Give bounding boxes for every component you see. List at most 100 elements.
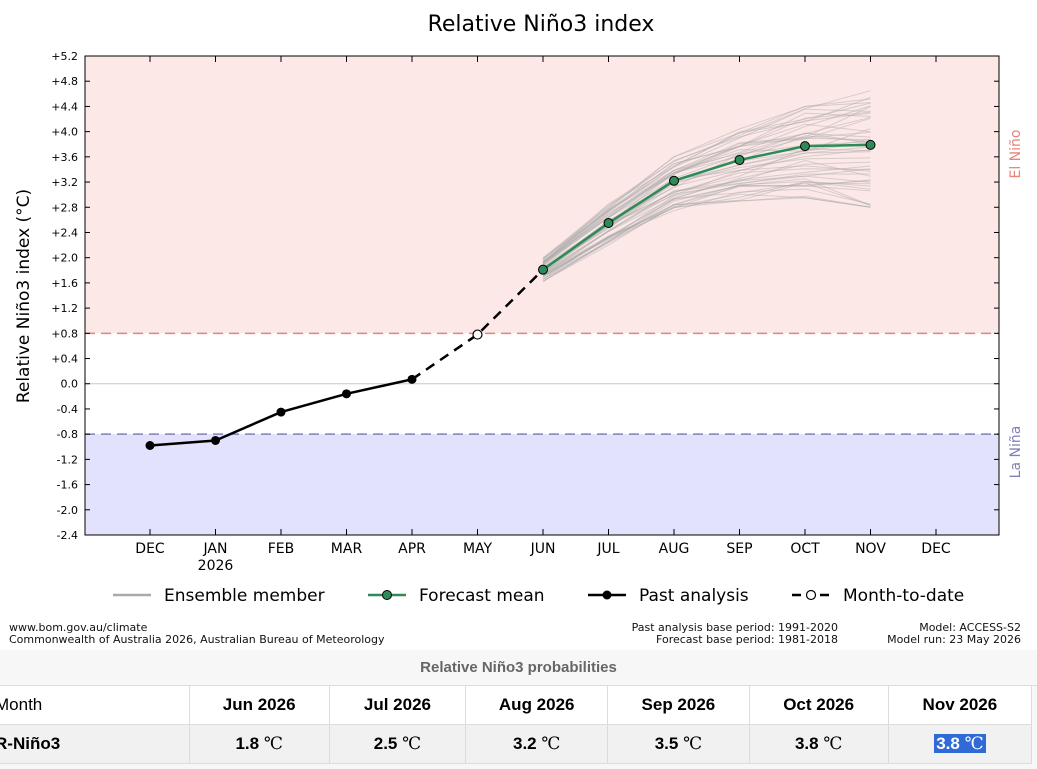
legend-swatch-month-to-date-marker (805, 589, 817, 601)
ensemble-member-line (542, 178, 871, 278)
ensemble-member-line (542, 168, 871, 276)
forecast-mean-point (734, 154, 745, 165)
ensemble-member-line (542, 117, 871, 265)
past-analysis-point (407, 374, 417, 384)
forecast-mean-point (603, 218, 614, 229)
past-base-period: Past analysis base period: 1991-2020 (631, 621, 838, 634)
y-tick-label: -0.8 (57, 428, 78, 441)
value-cell: 3.5 ℃ (607, 724, 750, 764)
ensemble-member-line (542, 193, 871, 280)
row-label: R-Niño3 (0, 724, 190, 764)
forecast-base-period: Forecast base period: 1981-2018 (656, 633, 838, 646)
ensemble-member-line (542, 112, 871, 259)
table-row: R-Niño3 1.8 ℃ 2.5 ℃ 3.2 ℃ 3.5 ℃ 3.8 ℃ 3.… (0, 724, 1033, 764)
x-tick-label: DEC (921, 541, 951, 557)
y-tick-label: -1.6 (57, 479, 78, 492)
value-cell: 3.8 ℃ (749, 724, 889, 764)
plot-area: +5.2 +4.8 +4.4 +4.0 +3.6 +3.2 +2.8 +2.4 +2.0 +1.6… (51, 50, 1000, 574)
ensemble-member-line (542, 180, 871, 278)
x-tick-label: MAY (463, 541, 493, 557)
y-tick-label: +2.8 (51, 201, 78, 214)
x-tick-label: JUL (596, 541, 619, 557)
y-tick-label: +4.8 (51, 75, 78, 88)
la-nina-label: La Niña (1008, 426, 1024, 479)
ensemble-member-line (542, 180, 871, 277)
ensemble-member-line (542, 148, 871, 273)
ensemble-member-line (542, 137, 871, 265)
ensemble-member-line (542, 132, 871, 267)
source-url: www.bom.gov.au/climate (9, 621, 148, 634)
el-nino-region (85, 56, 999, 334)
legend: Ensemble member Forecast mean Past analysi… (113, 586, 964, 606)
ensemble-member-line (542, 173, 871, 275)
ensemble-member-line (542, 106, 871, 262)
month-to-date-line (411, 268, 544, 381)
x-tick-label: MAR (331, 541, 363, 557)
plot-frame (84, 55, 1000, 536)
ensemble-member-line (542, 179, 871, 280)
y-tick-label: +2.0 (51, 252, 78, 265)
y-tick-label: +1.2 (51, 302, 78, 315)
value-text: 3.2 (513, 734, 537, 753)
ensemble-member-line (542, 185, 871, 275)
value-cell[interactable]: 3.8 ℃ (888, 724, 1033, 764)
y-tick-label: +0.4 (51, 353, 78, 366)
value-text: 1.8 (235, 734, 260, 753)
model-name: Model: ACCESS-S2 (919, 621, 1021, 634)
unit-text: ℃ (964, 734, 984, 754)
x-tick-label: JUN (530, 541, 556, 557)
ensemble-member-line (542, 102, 871, 264)
unit-text: ℃ (823, 734, 843, 754)
ensemble-member-line (542, 151, 871, 274)
ensemble-member-line (542, 161, 871, 274)
credits-model: Model: ACCESS-S2 Model run: 23 May 2026 (848, 622, 1021, 646)
x-tick-label: AUG (659, 541, 690, 557)
chart-title: Relative Niño3 index (428, 12, 655, 37)
ensemble-member-line (542, 131, 871, 266)
forecast-mean-line (542, 143, 871, 271)
y-tick-label: +3.6 (51, 151, 78, 164)
forecast-mean-point (669, 175, 679, 186)
forecast-mean-point (865, 139, 876, 150)
ensemble-member-line (542, 116, 871, 263)
forecast-mean-point (800, 141, 810, 152)
y-tick-label: -0.4 (57, 403, 78, 416)
probabilities-title: Relative Niño3 probabilities (0, 650, 1037, 686)
legend-label: Forecast mean (419, 586, 545, 606)
month-column-header: Month (0, 686, 190, 725)
x-tick-label: DEC (135, 541, 165, 557)
selected-value[interactable]: 3.8 ℃ (934, 734, 986, 754)
y-tick-label: +4.4 (51, 100, 78, 113)
month-header: Jul 2026 (329, 686, 467, 725)
y-tick-label: 0.0 (61, 378, 79, 391)
x-tick-sublabel: 2026 (198, 558, 234, 574)
month-header: Nov 2026 (888, 686, 1033, 725)
table-header-row: Month Jun 2026 Jul 2026 Aug 2026 Sep 202… (0, 686, 1033, 725)
ensemble-member-line (542, 112, 871, 264)
value-text: 3.8 (794, 734, 819, 753)
ensemble-member-line (542, 182, 871, 282)
la-nina-region (85, 434, 999, 535)
y-tick-label: +5.2 (51, 50, 78, 63)
past-analysis-point (211, 435, 220, 445)
legend-label: Month-to-date (843, 586, 964, 606)
y-tick-label: -1.2 (57, 453, 78, 466)
x-tick-label: NOV (855, 541, 886, 557)
ensemble-member-line (542, 96, 871, 264)
month-header: Sep 2026 (607, 686, 750, 725)
forecast-mean-point (538, 264, 548, 275)
credits-base-periods: Past analysis base period: 1991-2020 For… (560, 622, 838, 646)
legend-label: Past analysis (639, 586, 749, 606)
past-analysis-point (276, 407, 286, 417)
ensemble-member-line (542, 197, 871, 283)
ensemble-member-line (542, 159, 871, 273)
ensemble-member-line (542, 132, 871, 264)
x-tick-label: JAN (203, 541, 228, 557)
past-analysis-point (342, 389, 351, 399)
value-cell: 3.2 ℃ (465, 724, 609, 764)
ensemble-member-line (542, 175, 871, 276)
ensemble-member-line (542, 105, 871, 263)
y-axis-label: Relative Niño3 index (°C) (14, 189, 34, 403)
probabilities-section: Relative Niño3 probabilities Month Jun 2… (0, 650, 1037, 769)
value-cell: 1.8 ℃ (189, 724, 330, 764)
